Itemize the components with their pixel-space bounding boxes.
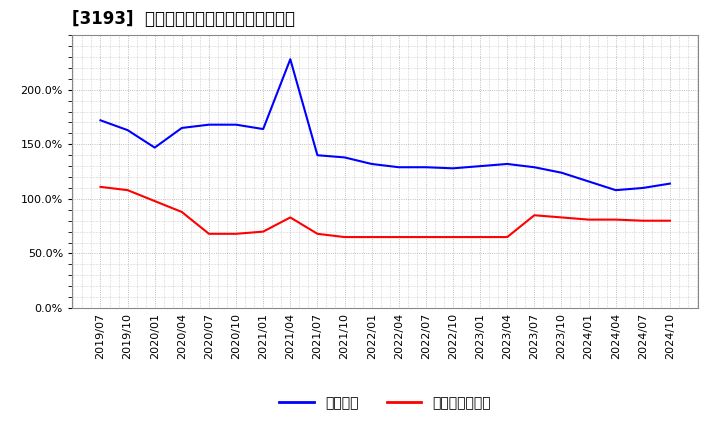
固定比率 — [259, 126, 268, 132]
固定長期適合率 — [639, 218, 647, 224]
固定比率 — [503, 161, 511, 167]
固定比率 — [395, 165, 403, 170]
固定比率 — [313, 153, 322, 158]
固定比率 — [557, 170, 566, 175]
固定長期適合率 — [449, 235, 457, 240]
固定長期適合率 — [123, 187, 132, 193]
固定比率 — [150, 145, 159, 150]
固定比率 — [449, 166, 457, 171]
固定比率 — [204, 122, 213, 127]
固定比率 — [665, 181, 674, 186]
固定長期適合率 — [341, 235, 349, 240]
固定比率 — [178, 125, 186, 131]
固定比率 — [584, 179, 593, 184]
Line: 固定長期適合率: 固定長期適合率 — [101, 187, 670, 237]
固定比率 — [341, 155, 349, 160]
固定比率 — [476, 164, 485, 169]
固定比率 — [421, 165, 430, 170]
固定長期適合率 — [286, 215, 294, 220]
固定比率 — [639, 185, 647, 191]
固定長期適合率 — [232, 231, 240, 236]
固定比率 — [96, 117, 105, 123]
Legend: 固定比率, 固定長期適合率: 固定比率, 固定長期適合率 — [274, 391, 497, 416]
固定比率 — [123, 128, 132, 133]
固定長期適合率 — [584, 217, 593, 222]
固定比率 — [530, 165, 539, 170]
固定長期適合率 — [204, 231, 213, 236]
固定長期適合率 — [611, 217, 620, 222]
固定長期適合率 — [178, 209, 186, 215]
固定長期適合率 — [530, 213, 539, 218]
固定長期適合率 — [665, 218, 674, 224]
固定長期適合率 — [476, 235, 485, 240]
固定長期適合率 — [96, 184, 105, 190]
固定長期適合率 — [421, 235, 430, 240]
固定長期適合率 — [367, 235, 376, 240]
固定長期適合率 — [503, 235, 511, 240]
固定比率 — [232, 122, 240, 127]
固定長期適合率 — [259, 229, 268, 234]
固定長期適合率 — [313, 231, 322, 236]
固定比率 — [367, 161, 376, 167]
固定長期適合率 — [150, 198, 159, 204]
固定長期適合率 — [395, 235, 403, 240]
固定比率 — [611, 187, 620, 193]
固定長期適合率 — [557, 215, 566, 220]
Line: 固定比率: 固定比率 — [101, 59, 670, 190]
Text: [3193]  固定比率、固定長期適合率の推移: [3193] 固定比率、固定長期適合率の推移 — [72, 10, 295, 28]
固定比率 — [286, 57, 294, 62]
